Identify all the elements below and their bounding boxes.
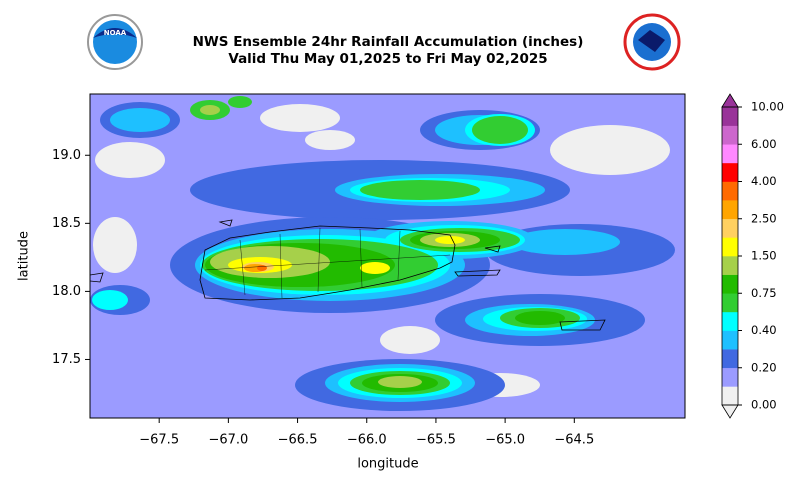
colorbar-tick-label: 2.50	[751, 211, 777, 225]
rain-contour	[228, 96, 252, 108]
rain-contour	[515, 311, 565, 325]
rain-field	[90, 94, 685, 418]
colorbar-tick-label: 10.00	[751, 100, 784, 114]
x-tick-label: −65.0	[485, 433, 525, 448]
colorbar-tick-label: 0.20	[751, 360, 777, 374]
y-tick-label: 19.0	[52, 148, 81, 163]
x-tick-label: −67.5	[139, 433, 179, 448]
colorbar-tick-label: 0.75	[751, 286, 777, 300]
colorbar-tick-label: 0.40	[751, 323, 777, 337]
colorbar-segment	[722, 386, 738, 406]
rain-contour	[380, 326, 440, 354]
rain-contour	[378, 376, 422, 388]
chart-subtitle: Valid Thu May 01,2025 to Fri May 02,2025	[228, 51, 547, 67]
x-tick-label: −66.0	[347, 433, 387, 448]
colorbar-segment	[722, 311, 738, 331]
colorbar-segment	[722, 162, 738, 182]
y-tick-label: 17.5	[52, 352, 81, 367]
x-tick-label: −67.0	[208, 433, 248, 448]
colorbar: 0.00 0.20 0.40 0.75 1.50 2.50 4.00 6.00 10.00	[721, 93, 784, 419]
colorbar-segment	[722, 144, 738, 164]
rain-contour	[95, 142, 165, 178]
rain-contour	[360, 262, 390, 274]
colorbar-segment	[722, 218, 738, 238]
colorbar-segment	[722, 200, 738, 220]
colorbar-segment	[722, 237, 738, 257]
colorbar-segment	[722, 125, 738, 145]
rain-contour	[510, 229, 620, 255]
colorbar-tick-label: 1.50	[751, 249, 777, 263]
colorbar-segment	[722, 274, 738, 294]
plot-frame	[89, 93, 686, 419]
y-tick-label: 18.5	[52, 216, 81, 231]
rain-contour	[305, 130, 355, 150]
colorbar-segment	[722, 293, 738, 313]
x-tick-label: −64.5	[554, 433, 594, 448]
rain-contour	[472, 116, 528, 144]
noaa-logo: NOAA	[87, 14, 143, 70]
colorbar-segment	[722, 256, 738, 275]
colorbar-segment	[722, 181, 738, 201]
nws-logo	[623, 13, 681, 71]
rain-contour	[200, 105, 220, 115]
colorbar-extend-min	[721, 404, 739, 419]
rain-contour	[550, 125, 670, 175]
rain-contour	[93, 217, 137, 273]
x-tick-label: −66.5	[278, 433, 318, 448]
chart-title: NWS Ensemble 24hr Rainfall Accumulation …	[193, 34, 584, 50]
rain-contour	[92, 290, 128, 310]
colorbar-segment	[722, 330, 738, 350]
y-axis-label: latitude	[17, 231, 32, 281]
colorbar-tick-label: 4.00	[751, 174, 777, 188]
logo-text: NOAA	[104, 29, 127, 37]
colorbar-segment	[722, 367, 738, 387]
x-axis-label: longitude	[357, 457, 418, 472]
coastline	[90, 219, 606, 331]
rain-contour	[260, 104, 340, 132]
rain-contour	[435, 236, 465, 244]
rain-contour	[257, 265, 267, 271]
colorbar-extend-max	[721, 93, 739, 108]
colorbar-segment	[722, 107, 738, 126]
colorbar-tick-label: 0.00	[751, 398, 777, 412]
rain-contour	[110, 108, 170, 132]
y-tick-label: 18.0	[52, 284, 81, 299]
colorbar-tick-label: 6.00	[751, 137, 777, 151]
x-tick-label: −65.5	[416, 433, 456, 448]
rain-contour	[360, 180, 480, 200]
colorbar-segment	[722, 349, 738, 369]
